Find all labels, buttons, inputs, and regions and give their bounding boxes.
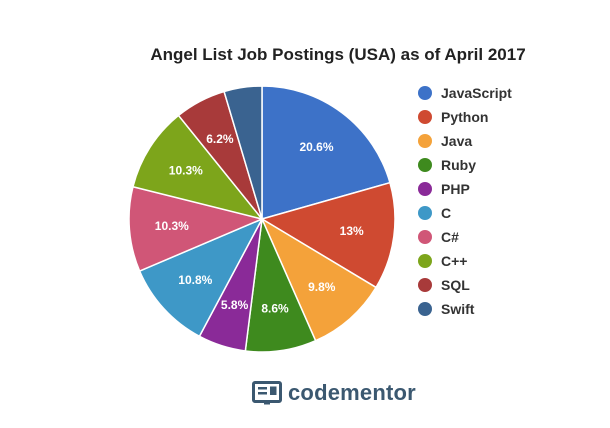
logo-text: codementor [288,380,416,405]
legend-label: C# [441,229,459,245]
legend-label: Swift [441,301,475,317]
pie-slice-c- [132,114,264,221]
legend-label: Ruby [441,157,476,173]
pie-slices [128,85,396,353]
legend-swatch [418,134,432,148]
legend-swatch [418,86,432,100]
slice-label: 9.8% [308,280,336,294]
legend-label: C++ [441,253,467,269]
codementor-logo: codementor [252,380,416,406]
slice-label: 8.6% [261,302,289,316]
legend-swatch [418,302,432,316]
slice-label: 10.3% [169,163,203,177]
pie-slice-labels: 20.6% 13% 9.8% 8.6% 5.8% 10.8% 10.3% 10.3% 6.2% [155,132,364,316]
pie-slice-java [260,217,378,342]
legend-swatch [418,278,432,292]
slice-label: 5.8% [221,298,249,312]
pie-slice-javascript [261,85,391,220]
legend-label: Java [441,133,472,149]
pie-slice-c- [128,185,265,273]
legend-label: JavaScript [441,85,512,101]
legend-label: SQL [441,277,470,293]
slice-label: 10.3% [155,219,189,233]
legend-swatch [418,254,432,268]
legend-label: Python [441,109,488,125]
legend: JavaScript Python Java Ruby PHP C C# C++ SQL Swif… [418,85,512,317]
slice-label: 13% [340,224,364,238]
slice-label: 6.2% [206,132,234,146]
legend-label: PHP [441,181,470,197]
slice-label: 20.6% [299,140,333,154]
pie-slice-c [138,217,264,338]
chart-title: Angel List Job Postings (USA) as of Apri… [150,45,525,64]
legend-swatch [418,110,432,124]
slice-label: 10.8% [178,273,212,287]
pie-slice-swift [223,85,263,220]
legend-swatch [418,182,432,196]
legend-swatch [418,230,432,244]
codementor-logo-icon [252,381,282,405]
legend-swatch [418,158,432,172]
legend-swatch [418,206,432,220]
pie-slice-python [260,181,396,289]
legend-label: C [441,205,451,221]
